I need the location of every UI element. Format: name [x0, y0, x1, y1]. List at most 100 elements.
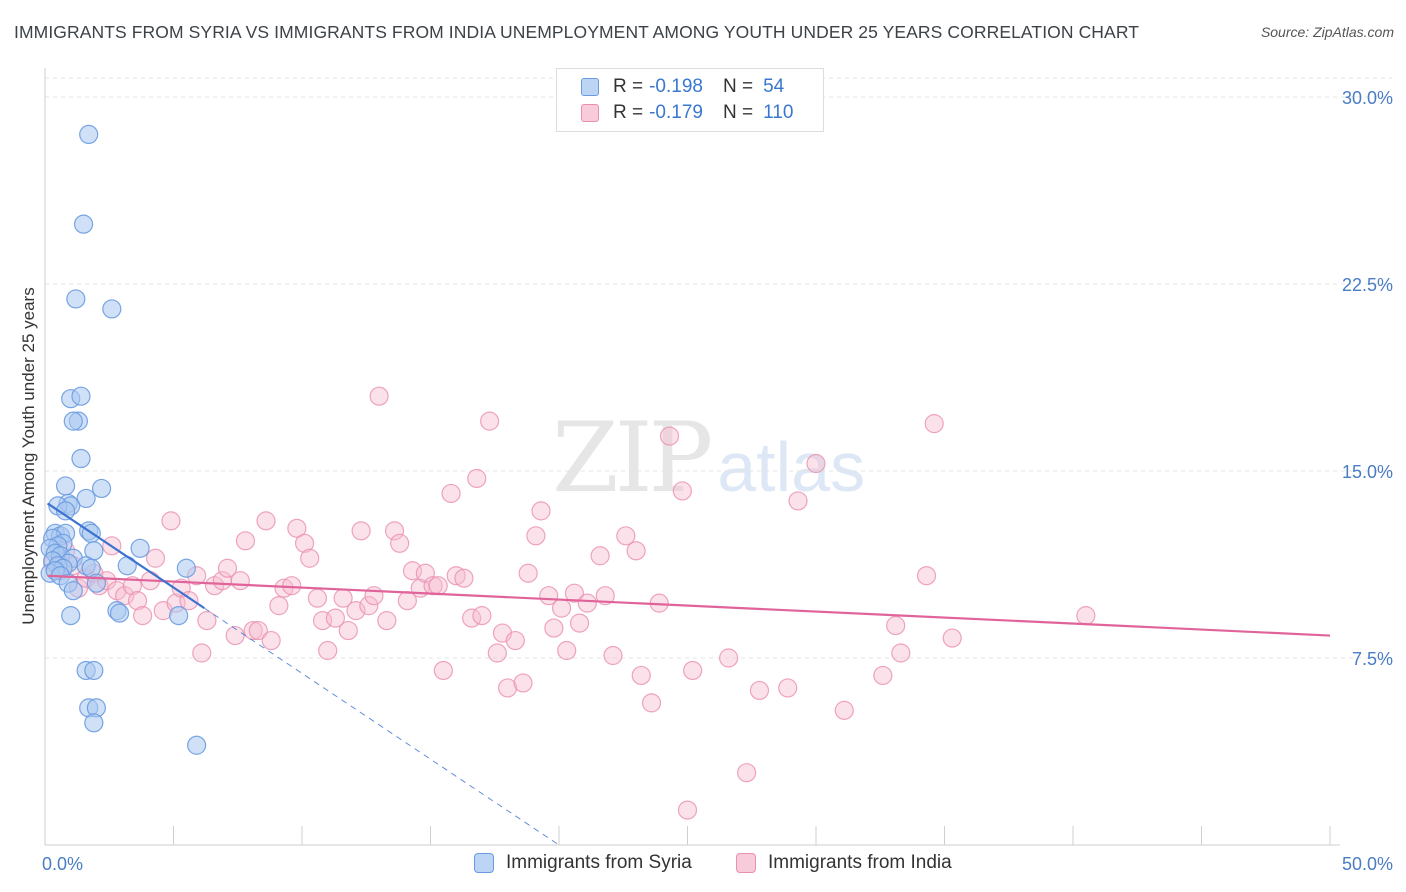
- india-point: [359, 596, 379, 616]
- syria-n-label: N =: [722, 76, 754, 97]
- y-tick-label: 7.5%: [1352, 649, 1393, 669]
- grid-lines: [45, 77, 1392, 659]
- india-point: [346, 601, 366, 621]
- india-point: [446, 566, 466, 586]
- trend-lines: [46, 502, 1331, 846]
- india-point: [498, 678, 518, 698]
- india-point: [127, 591, 148, 611]
- india-swatch: [581, 104, 599, 122]
- india-point: [480, 411, 500, 431]
- syria-point: [169, 606, 189, 626]
- legend-row-syria: R = -0.198 N = 54: [581, 74, 784, 100]
- india-point: [778, 678, 798, 698]
- syria-trend-extension: [204, 607, 560, 846]
- x-axis-ticks: [44, 826, 1331, 845]
- syria-point: [71, 448, 91, 469]
- y-tick-label: 22.5%: [1342, 275, 1393, 295]
- syria-point: [109, 603, 130, 623]
- syria-point: [55, 476, 76, 496]
- y-tick-label: 30.0%: [1342, 88, 1393, 108]
- india-point: [924, 414, 944, 434]
- india-point: [616, 526, 636, 546]
- india-point: [1076, 606, 1096, 626]
- india-point: [806, 453, 826, 474]
- india-point: [325, 608, 346, 628]
- syria-point: [130, 538, 150, 558]
- syria-swatch: [581, 78, 599, 96]
- india-point: [518, 563, 538, 583]
- syria-point: [71, 386, 91, 406]
- india-point: [631, 665, 651, 686]
- india-point: [544, 618, 564, 638]
- axes: [44, 68, 1340, 846]
- india-point: [248, 620, 268, 641]
- india-point: [294, 533, 315, 553]
- india-point: [115, 586, 135, 606]
- india-point: [467, 468, 487, 489]
- india-point: [433, 660, 453, 681]
- india-point: [282, 576, 302, 596]
- india-point: [564, 583, 585, 603]
- india-point: [390, 533, 410, 553]
- india-point: [569, 613, 590, 633]
- syria-r-label: R =: [613, 76, 644, 97]
- india-point: [942, 628, 962, 648]
- india-point: [788, 491, 808, 511]
- india-r-value: -0.179: [649, 102, 703, 123]
- syria-point: [76, 488, 96, 509]
- watermark-atlas: atlas: [717, 428, 866, 506]
- india-point: [179, 591, 199, 611]
- india-point: [269, 596, 289, 616]
- india-n-label: N =: [722, 102, 754, 123]
- india-point: [505, 630, 525, 651]
- syria-point: [73, 214, 94, 234]
- india-point: [749, 680, 770, 701]
- india-point: [677, 800, 698, 820]
- india-point: [590, 546, 610, 566]
- india-points: [43, 386, 1096, 820]
- syria-point: [117, 556, 137, 576]
- chart-title: IMMIGRANTS FROM SYRIA VS IMMIGRANTS FROM…: [14, 22, 1140, 42]
- correlation-legend: R = -0.198 N = 54 R = -0.179 N = 110: [556, 68, 824, 132]
- legend-item-syria: Immigrants from Syria: [474, 852, 692, 874]
- india-point: [834, 700, 854, 720]
- legend-row-india: R = -0.179 N = 110: [581, 100, 793, 126]
- india-point: [369, 386, 389, 406]
- syria-point: [84, 660, 104, 681]
- india-point: [454, 568, 474, 588]
- india-point: [487, 643, 507, 663]
- india-point: [377, 610, 397, 631]
- syria-point: [84, 713, 104, 733]
- y-axis-label: Unemployment Among Youth under 25 years: [19, 287, 38, 624]
- x-tick-label-max: 50.0%: [1342, 854, 1393, 874]
- syria-point: [187, 735, 207, 755]
- india-point: [230, 571, 250, 591]
- india-point: [287, 518, 307, 538]
- india-point: [338, 620, 358, 641]
- syria-point: [176, 558, 196, 578]
- india-point: [683, 660, 703, 681]
- india-point: [577, 593, 597, 613]
- legend-india-swatch: [736, 853, 756, 873]
- syria-point: [66, 289, 86, 309]
- india-point: [122, 576, 142, 596]
- legend-syria-label: Immigrants from Syria: [506, 852, 692, 873]
- india-r-label: R =: [613, 102, 644, 123]
- india-point: [197, 610, 217, 631]
- syria-point: [102, 299, 122, 319]
- india-point: [513, 673, 533, 693]
- india-point: [641, 693, 662, 713]
- syria-point: [55, 501, 76, 521]
- india-point: [225, 625, 245, 646]
- syria-trend-line: [46, 502, 205, 610]
- india-point: [719, 648, 739, 668]
- india-point: [873, 665, 893, 686]
- legend-india-label: Immigrants from India: [768, 852, 952, 873]
- india-point: [737, 763, 757, 783]
- india-point: [261, 630, 281, 651]
- india-point: [526, 526, 546, 546]
- india-point: [364, 586, 384, 606]
- india-point: [133, 606, 153, 626]
- india-point: [626, 541, 646, 561]
